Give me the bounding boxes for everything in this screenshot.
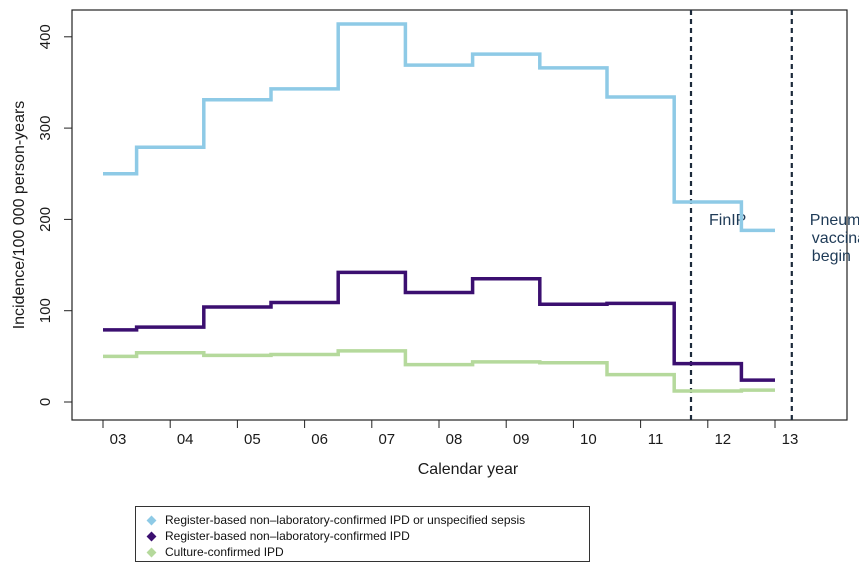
x-tick-label: 06 (311, 431, 328, 448)
y-axis: 0 100 200 300 400 (37, 24, 73, 406)
x-axis: 03 04 05 06 07 08 09 10 11 12 13 (102, 420, 799, 448)
x-tick-label: 11 (648, 431, 664, 448)
legend-marker-icon (146, 531, 157, 541)
annotation-label: Pneumococcal (810, 212, 859, 229)
series-line (103, 22, 775, 233)
annotation-label: vaccinations (812, 230, 859, 247)
series-group (103, 22, 775, 393)
x-axis-title: Calendar year (418, 461, 519, 478)
legend: Register-based non–laboratory-confirmed … (135, 506, 590, 562)
x-tick-label: 05 (244, 431, 261, 448)
legend-label: Register-based non–laboratory-confirmed … (165, 513, 526, 527)
annotation-lines: FinIP Pneumococcalvaccinationsbegin (689, 10, 859, 420)
x-tick-label: 13 (782, 431, 799, 448)
legend-marker-icon (146, 515, 157, 525)
y-tick-label: 0 (37, 398, 54, 406)
annotation-label: FinIP (709, 212, 746, 229)
incidence-step-chart: 0 100 200 300 400 03 04 05 06 07 08 09 10 11 12 13 Fin… (11, 9, 859, 478)
x-tick-label: 03 (110, 431, 127, 448)
x-tick-label: 10 (580, 431, 597, 448)
x-tick-label: 07 (378, 431, 395, 448)
y-tick-label: 300 (37, 116, 54, 141)
x-tick-label: 09 (513, 431, 530, 448)
y-tick-label: 400 (37, 24, 54, 49)
y-tick-label: 200 (37, 207, 54, 232)
x-tick-label: 04 (177, 431, 194, 448)
legend-item: Culture-confirmed IPD (146, 544, 589, 560)
series-line (103, 270, 775, 382)
legend-marker-icon (146, 547, 157, 557)
legend-item: Register-based non–laboratory-confirmed … (146, 512, 589, 528)
legend-item: Register-based non–laboratory-confirmed … (146, 528, 589, 544)
legend-label: Culture-confirmed IPD (165, 545, 284, 559)
x-tick-label: 08 (446, 431, 463, 448)
legend-label: Register-based non–laboratory-confirmed … (165, 529, 410, 543)
y-tick-label: 100 (37, 298, 54, 323)
x-tick-label: 12 (714, 431, 731, 448)
annotation-label: begin (812, 248, 851, 265)
series-line (103, 349, 775, 393)
y-axis-title: Incidence/100 000 person-years (11, 101, 28, 330)
